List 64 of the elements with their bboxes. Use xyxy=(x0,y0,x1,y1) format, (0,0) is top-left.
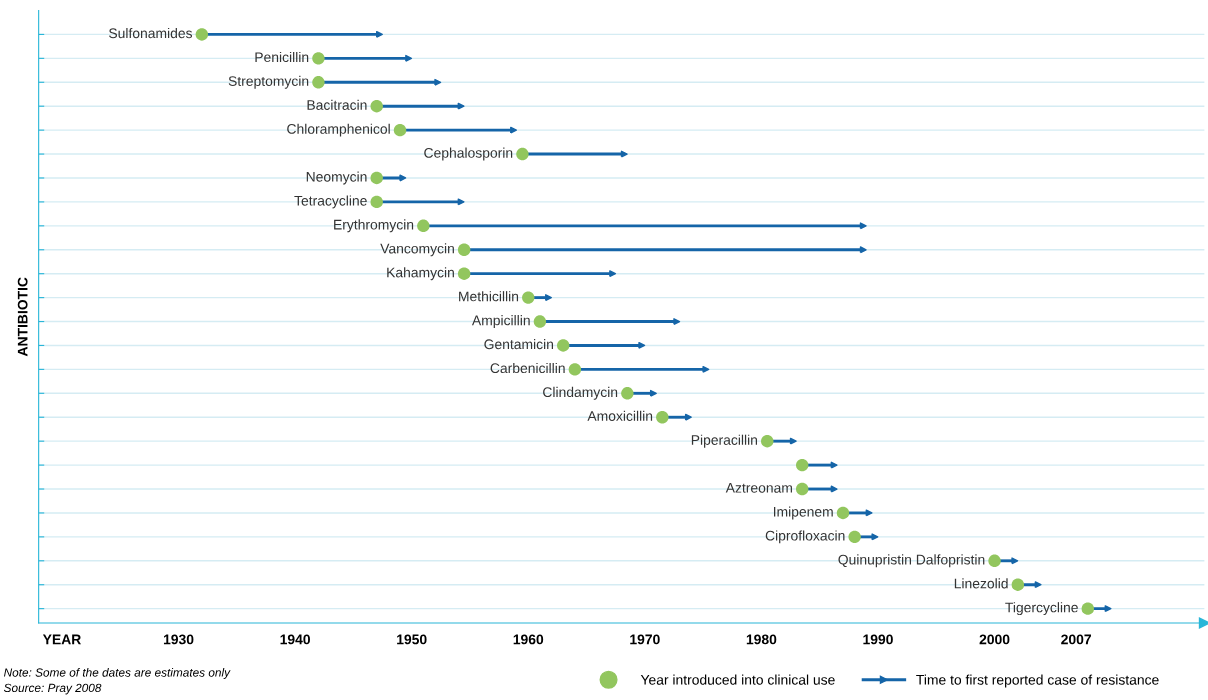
y-tick-label: Penicillin xyxy=(255,51,309,63)
x-tick-label: 2007 xyxy=(1061,634,1091,645)
point xyxy=(568,363,582,376)
x-tick-label: 1980 xyxy=(746,634,777,645)
y-tick-label: Streptomycin xyxy=(228,75,309,89)
point xyxy=(417,219,430,233)
y-tick-label: Quinupristin Dalfopristin xyxy=(838,554,985,568)
y-tick-label: Gentamicin xyxy=(484,338,554,350)
x-tick-label: YEAR xyxy=(42,634,81,645)
point xyxy=(795,482,809,496)
point xyxy=(988,554,1001,567)
y-tick-label: Tetracycline xyxy=(294,195,367,209)
point xyxy=(457,267,471,280)
x-tick-label: 1930 xyxy=(163,634,194,645)
legend-label: Year introduced into clinical use xyxy=(640,674,835,685)
y-tick-label: Cephalosporin xyxy=(424,147,513,161)
x-tick-label: 1960 xyxy=(513,634,544,645)
source-note: Source: Pray 2008 xyxy=(3,683,102,695)
point xyxy=(1081,602,1095,615)
point xyxy=(370,99,383,113)
point xyxy=(533,315,547,328)
y-tick-label: Linezolid xyxy=(954,578,1008,589)
point xyxy=(370,171,383,185)
point xyxy=(557,339,570,352)
point xyxy=(393,123,407,137)
point xyxy=(312,52,325,65)
point xyxy=(522,291,535,304)
point xyxy=(656,411,669,424)
y-tick-label: Bacitracin xyxy=(307,99,367,110)
point xyxy=(370,195,383,209)
y-tick-label: Tigercycline xyxy=(1005,602,1078,616)
point xyxy=(795,458,809,472)
legend-label: Time to first reported case of resistance xyxy=(916,674,1159,688)
y-tick-label: Amoxicillin xyxy=(587,410,653,421)
y-tick-label: Ampicillin xyxy=(471,315,530,329)
x-tick-label: 1990 xyxy=(863,634,893,645)
point xyxy=(848,530,861,544)
y-axis-title: ANTIBIOTIC xyxy=(17,277,28,357)
x-tick-label: 2000 xyxy=(979,634,1010,645)
point xyxy=(516,147,529,161)
x-tick-label: 1950 xyxy=(397,634,427,645)
y-tick-label: Kahamycin xyxy=(387,267,454,281)
point xyxy=(621,387,634,400)
point xyxy=(761,434,774,448)
y-tick-label: Erythromycin xyxy=(334,219,414,233)
y-tick-label: Clindamycin xyxy=(543,386,618,400)
y-tick-label: Chloramphenicol xyxy=(287,123,390,137)
y-tick-label: Ciprofloxacin xyxy=(765,530,845,544)
y-tick-label: Vancomycin xyxy=(380,243,454,257)
y-tick-label: Imipenem xyxy=(773,506,833,520)
text: Note: Some of the dates are estimates only xyxy=(3,667,231,679)
point xyxy=(836,506,850,520)
point xyxy=(195,28,209,41)
y-tick-label: Piperacillin xyxy=(691,434,758,448)
x-tick-label: 1970 xyxy=(630,634,660,645)
x-tick-label: 1940 xyxy=(280,634,310,645)
point xyxy=(312,76,325,89)
y-tick-label: Methicillin xyxy=(459,291,519,302)
y-tick-label: Neomycin xyxy=(306,171,367,185)
y-tick-label: Carbenicillin xyxy=(490,362,565,374)
point xyxy=(457,243,471,256)
point xyxy=(1011,578,1025,591)
y-tick-label: Aztreonam xyxy=(725,483,792,493)
y-tick-label: Sulfonamides xyxy=(109,27,193,39)
